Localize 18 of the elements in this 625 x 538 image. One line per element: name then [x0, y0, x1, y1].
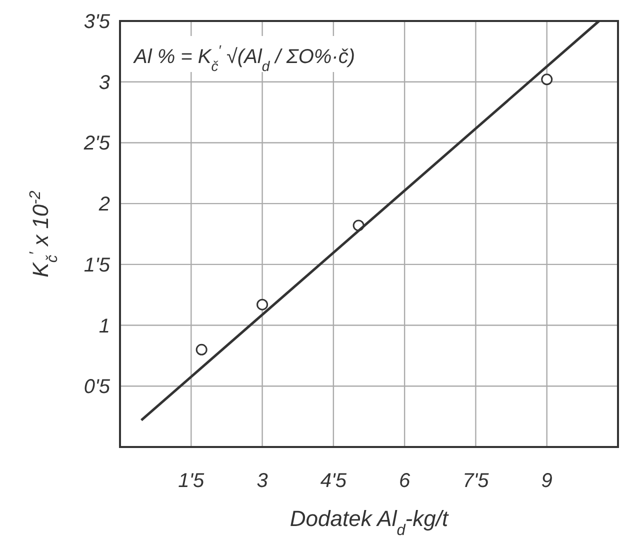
- point: [196, 344, 208, 356]
- y-tick-label: 3: [98, 72, 110, 94]
- x-tick-label: 1'5: [178, 470, 206, 492]
- point: [541, 74, 553, 86]
- y-tick-label: 1'5: [84, 254, 111, 276]
- x-tick-label: 4'5: [320, 470, 348, 492]
- x-tick-label: 3: [256, 470, 268, 492]
- point: [256, 298, 268, 310]
- y-tick-label: 1: [98, 315, 110, 338]
- x-axis-title: Dodatek Al$_{d}$-kg/t: [290, 506, 449, 538]
- y-tick-label: 0'5: [84, 376, 111, 398]
- x-tick-label: 9: [541, 470, 552, 492]
- y-tick-label: 2: [98, 194, 110, 216]
- y-tick-label: 3'5: [84, 11, 111, 33]
- annotation: Al % = K$_{č}$$^{′}$ √(Al$_{d}$ / ΣO%·č): [133, 42, 355, 74]
- y-tick-label: 2'5: [82, 132, 111, 155]
- x-tick-label: 7'5: [462, 470, 490, 492]
- x-tick-label: 6: [399, 470, 412, 492]
